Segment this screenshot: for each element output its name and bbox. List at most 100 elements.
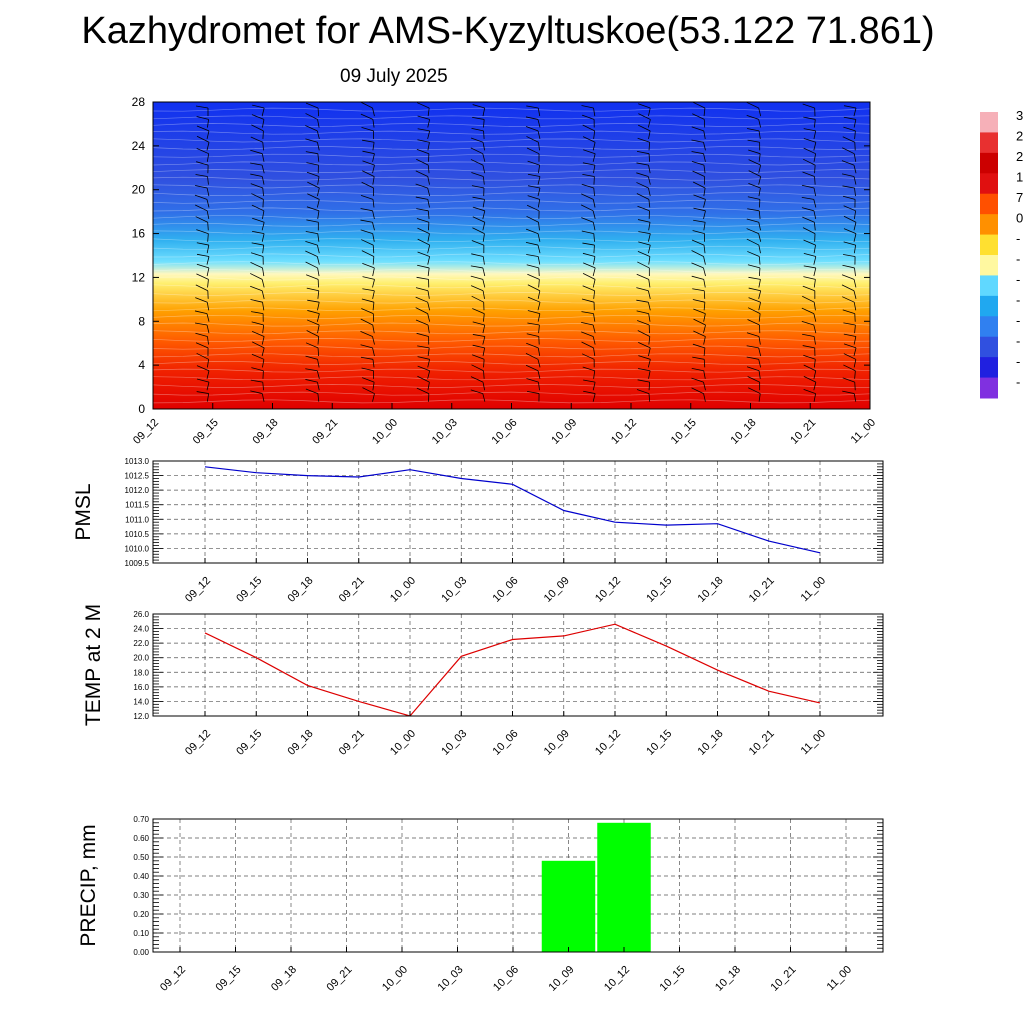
chart-subtitle: 09 July 2025 — [340, 66, 448, 87]
x-tick-label: 10_03 — [430, 417, 460, 447]
wind-barb-flag — [360, 219, 373, 223]
wind-barb-staff — [813, 210, 817, 219]
y-tick-label: 0.10 — [133, 929, 149, 938]
wind-barb-staff — [813, 119, 816, 128]
wind-barb-staff — [427, 324, 430, 334]
wind-barb-staff — [427, 290, 430, 299]
wind-barb-staff — [262, 130, 264, 139]
x-tick-label: 10_15 — [658, 964, 688, 994]
wind-barb-flag — [527, 160, 540, 166]
wind-barb-flag — [472, 227, 485, 235]
wind-barb-flag — [361, 250, 375, 257]
wind-barb-flag — [305, 388, 319, 394]
wind-barb-flag — [746, 128, 760, 132]
wind-barb-flag — [583, 379, 596, 383]
wind-barb-flag — [842, 195, 856, 200]
wind-barb-flag — [471, 172, 484, 177]
y-tick-label: 1012.0 — [125, 486, 150, 495]
wind-barb-staff — [647, 233, 651, 242]
wind-barb-staff — [482, 324, 486, 334]
y-tick-label: 8 — [138, 314, 145, 328]
wind-barb-staff — [207, 119, 209, 128]
wind-barb-flag — [843, 254, 856, 257]
wind-barb-flag — [470, 159, 484, 166]
colorbar: 3 2 2 1 7 0 - - - - - - - - — [980, 108, 1023, 399]
wind-barb-staff — [482, 165, 486, 174]
wind-barb-flag — [305, 355, 318, 360]
wind-barb-flag — [470, 265, 483, 269]
wind-barb-flag — [417, 251, 430, 257]
wind-barb-staff — [372, 302, 375, 311]
wind-barb-flag — [196, 391, 209, 394]
wind-barb-flag — [636, 310, 649, 315]
wind-barb-staff — [537, 107, 541, 117]
wind-barb-flag — [471, 364, 484, 372]
wind-barb-staff — [427, 244, 431, 254]
wind-barb-flag — [843, 322, 856, 326]
wind-barb-flag — [360, 208, 373, 212]
y-tick-label: 24 — [132, 139, 146, 153]
wind-barb-staff — [261, 336, 265, 345]
wind-barb-flag — [843, 333, 856, 337]
wind-barb-staff — [758, 347, 762, 357]
wind-barb-staff — [703, 107, 706, 117]
wind-barb-staff — [853, 107, 857, 117]
wind-barb-flag — [251, 367, 264, 372]
wind-barb-staff — [427, 165, 430, 174]
contour-line — [152, 138, 871, 143]
wind-barb-flag — [470, 137, 484, 143]
wind-barb-flag — [360, 229, 373, 235]
wind-barb-flag — [691, 262, 704, 269]
wind-barb-flag — [693, 308, 706, 314]
wind-barb-staff — [317, 324, 320, 334]
wind-barb-staff — [372, 199, 375, 208]
x-tick-label: 10_00 — [370, 417, 400, 447]
wind-barb-staff — [647, 176, 651, 185]
colorbar-label: - — [1016, 293, 1020, 308]
wind-barb-staff — [427, 130, 431, 140]
wind-barb-staff — [206, 267, 210, 277]
wind-barb-staff — [814, 176, 816, 185]
y-tick-label: 20 — [132, 183, 146, 197]
x-tick-label: 10_15 — [669, 417, 699, 447]
wind-barb-staff — [482, 107, 486, 117]
wind-barb-flag — [746, 332, 760, 337]
wind-barb-staff — [853, 359, 857, 368]
wind-barb-staff — [703, 153, 706, 162]
wind-barb-flag — [415, 307, 428, 314]
wind-barb-staff — [813, 142, 817, 151]
wind-barb-flag — [841, 173, 855, 177]
wind-barb-staff — [592, 222, 596, 231]
wind-barb-flag — [636, 172, 649, 177]
wind-barb-staff — [853, 279, 857, 288]
wind-barb-flag — [693, 330, 706, 337]
colorbar-swatch — [980, 357, 998, 379]
wind-barb-flag — [843, 215, 857, 223]
wind-barb-flag — [526, 391, 540, 394]
wind-barb-staff — [592, 336, 596, 345]
wind-barb-staff — [758, 336, 761, 345]
x-tick-label: 09_15 — [234, 575, 264, 605]
wind-barb-flag — [636, 193, 650, 200]
wind-barb-flag — [250, 390, 263, 394]
colorbar-label: 7 — [1016, 190, 1023, 205]
wind-barb-flag — [637, 320, 650, 326]
y-tick-label: 1011.5 — [125, 501, 149, 510]
wind-barb-staff — [482, 382, 486, 391]
wind-barb-staff — [813, 245, 816, 254]
colorbar-label: - — [1016, 231, 1020, 246]
wind-barb-staff — [703, 370, 706, 379]
wind-barb-staff — [482, 210, 486, 220]
wind-barb-flag — [471, 354, 485, 360]
wind-barb-staff — [592, 153, 596, 162]
wind-barb-flag — [307, 181, 320, 189]
wind-barb-flag — [250, 379, 263, 383]
wind-barb-flag — [306, 274, 319, 280]
colorbar-swatch — [980, 275, 998, 297]
wind-barb-flag — [582, 173, 595, 177]
wind-barb-flag — [307, 193, 320, 200]
wind-barb-flag — [195, 204, 208, 212]
wind-barb-flag — [250, 299, 263, 303]
wind-barb-flag — [470, 376, 484, 383]
wind-barb-flag — [250, 273, 263, 280]
